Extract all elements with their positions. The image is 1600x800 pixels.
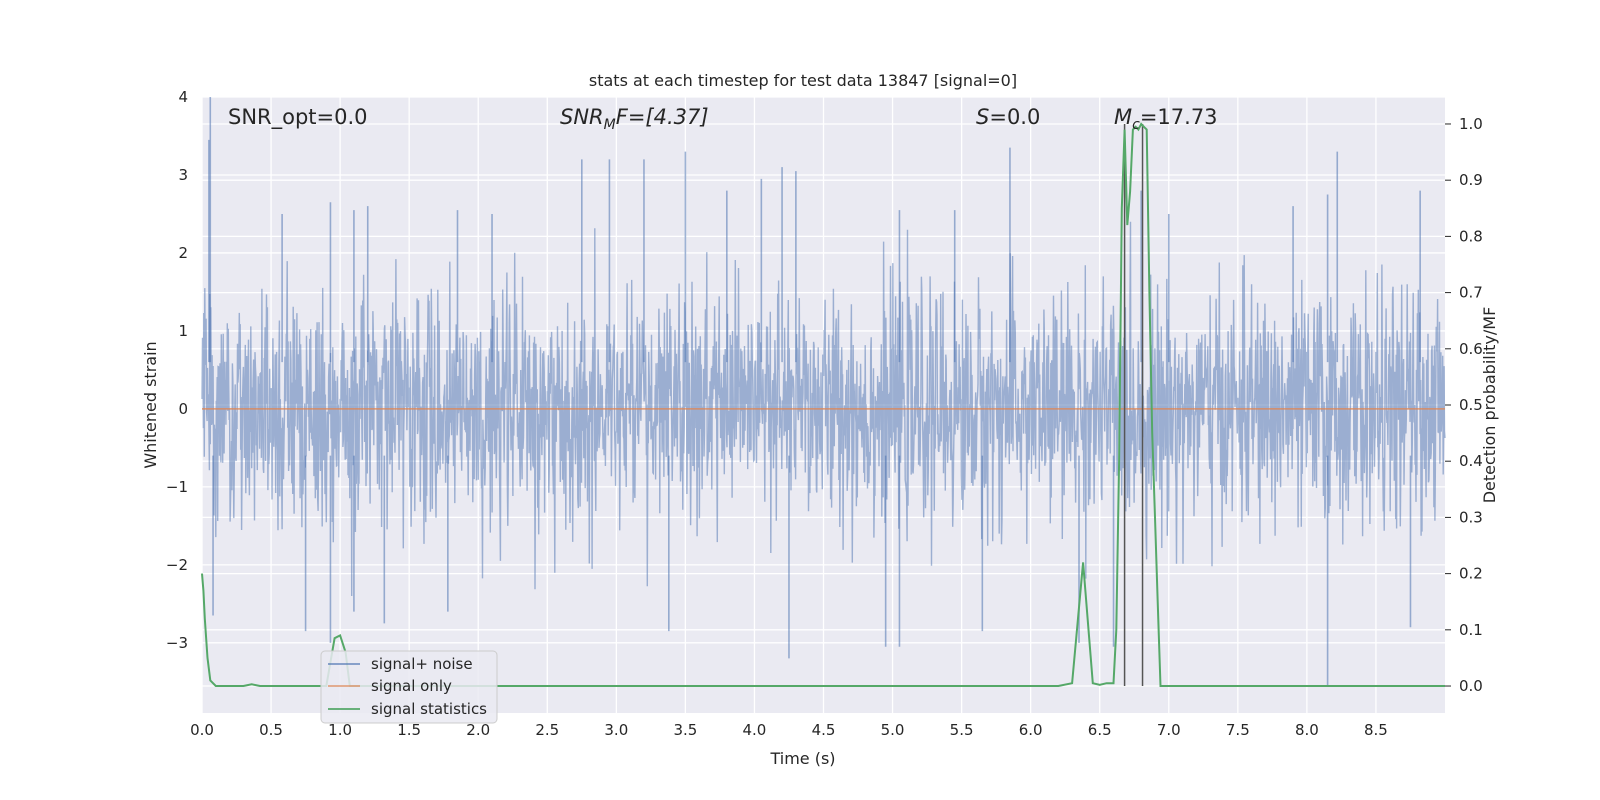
y-tick-label: 2 [178,244,188,262]
y-axis-right-label: Detection probability/MF [1480,307,1499,504]
annotation-mc-main: M [1114,105,1132,129]
annotation-s-rest: =0.0 [989,105,1040,129]
x-tick-label: 6.0 [1019,721,1043,739]
y-right-tick-label: 0.0 [1459,677,1483,695]
signal-statistics-line [201,122,1445,687]
annotation-snr-mf-sub: M [604,117,616,133]
y-tick-label: 4 [178,88,188,106]
annotation-s: S=0.0 [976,105,1040,129]
x-axis-label: Time (s) [769,749,835,768]
y-right-tick-label: 0.5 [1459,396,1483,414]
x-tick-label: 3.0 [604,721,628,739]
y-axis-label: Whitened strain [141,341,160,468]
x-tick-label: 1.0 [328,721,352,739]
annotation-snr-mf: SNRMF=[4.37] [560,105,709,133]
annotation-mc-sub: c [1132,117,1140,133]
x-tick-label: 4.0 [743,721,767,739]
x-tick-label: 2.0 [466,721,490,739]
lines-layer [201,122,1445,687]
y-tick-label: 3 [178,166,188,184]
y-right-tick-label: 0.1 [1459,621,1483,639]
y-tick-label: 1 [178,322,188,340]
annotation-mc-rest: =17.73 [1140,105,1218,129]
x-tick-label: 5.0 [881,721,905,739]
annotation-s-main: S [976,105,989,129]
x-tick-label: 0.5 [259,721,283,739]
x-tick-label: 6.5 [1088,721,1112,739]
annotation-mc: Mc=17.73 [1114,105,1218,133]
y-right-tick-label: 1.0 [1459,115,1483,133]
x-tick-label: 0.0 [190,721,214,739]
x-tick-label: 8.0 [1295,721,1319,739]
y-right-tick-label: 0.8 [1459,227,1483,245]
legend: signal+ noise signal only signal statist… [320,650,498,724]
legend-label-signal-statistics: signal statistics [371,700,487,718]
annotation-snr-mf-main: SNR [560,105,604,129]
y-tick-label: −2 [166,556,188,574]
y-right-tick-label: 0.6 [1459,340,1483,358]
x-tick-label: 4.5 [812,721,836,739]
y-right-tick-label: 0.9 [1459,171,1483,189]
x-tick-label: 8.5 [1364,721,1388,739]
y-right-tick-label: 0.3 [1459,508,1483,526]
y-tick-label: −1 [166,478,188,496]
ticks-layer: 0.0 0.5 1.0 1.5 2.0 2.5 3.0 3.5 4.0 4.5 5.0 5.5 6.0 6… [166,88,1483,739]
signal-noise-series [201,97,1446,686]
x-tick-label: 1.5 [397,721,421,739]
x-tick-label: 7.5 [1226,721,1250,739]
annotation-snr-opt: SNR_opt=0.0 [228,105,368,130]
x-tick-label: 3.5 [673,721,697,739]
y-right-tick-label: 0.4 [1459,452,1483,470]
legend-label-signal-only: signal only [371,677,452,695]
y-tick-label: 0 [178,400,188,418]
x-tick-label: 5.5 [950,721,974,739]
x-tick-label: 2.5 [535,721,559,739]
y-right-tick-label: 0.2 [1459,565,1483,583]
legend-label-signal-noise: signal+ noise [371,655,473,673]
y-right-tick-label: 0.7 [1459,284,1483,302]
x-tick-label: 7.0 [1157,721,1181,739]
chart-title: stats at each timestep for test data 138… [589,71,1017,90]
y-tick-label: −3 [166,634,188,652]
legend-box [320,650,498,724]
noise-trace [201,221,1446,597]
annotation-snr-mf-rest: F=[4.37] [616,105,709,129]
